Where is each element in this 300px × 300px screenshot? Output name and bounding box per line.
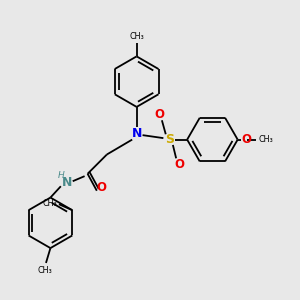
Text: CH₃: CH₃	[129, 32, 144, 41]
Text: CH₃: CH₃	[42, 199, 57, 208]
Text: CH₃: CH₃	[259, 135, 273, 144]
Text: O: O	[174, 158, 184, 171]
Text: CH₃: CH₃	[38, 266, 52, 275]
Text: O: O	[96, 181, 106, 194]
Text: S: S	[165, 133, 174, 146]
Text: O: O	[154, 108, 164, 121]
Text: N: N	[61, 176, 72, 189]
Text: H: H	[58, 171, 64, 180]
Text: N: N	[131, 127, 142, 140]
Text: O: O	[241, 133, 251, 146]
